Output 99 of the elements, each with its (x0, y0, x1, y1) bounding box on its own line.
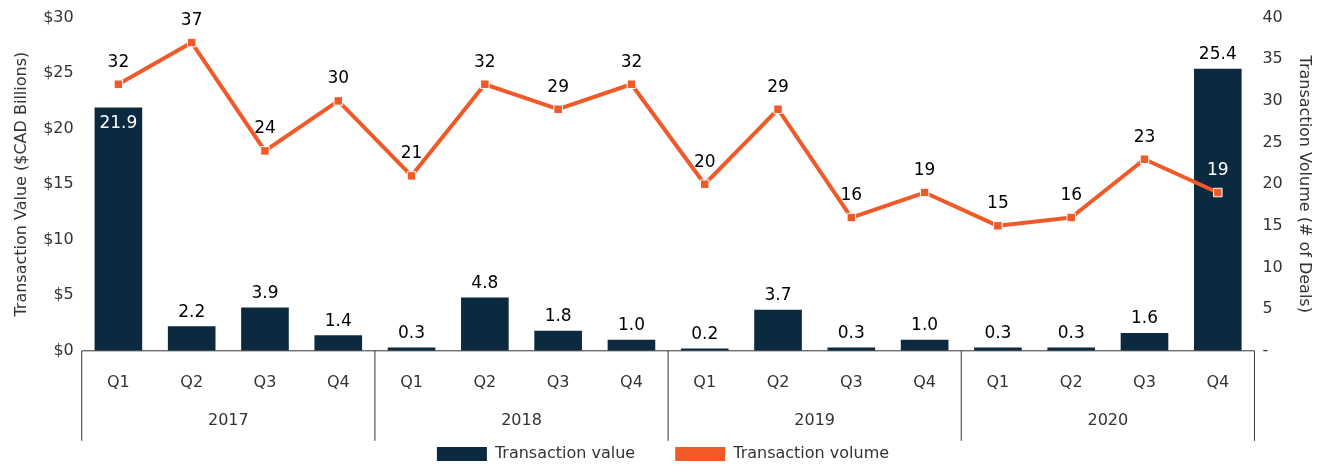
data-label: 0.3 (1057, 321, 1085, 342)
bar (1120, 333, 1169, 351)
text: 2018 (501, 409, 542, 429)
data-label: 3.9 (251, 281, 279, 302)
y-tick-label: $5 (53, 284, 74, 304)
data-label: 21.9 (99, 111, 138, 132)
x-tick-label: Q1 (400, 371, 423, 391)
data-label: 20 (693, 150, 716, 171)
bar (974, 347, 1022, 351)
x-tick-label: Q2 (473, 371, 497, 391)
point (993, 221, 1003, 231)
data-label: 25.4 (1198, 43, 1237, 64)
data-label: 23 (1133, 125, 1156, 146)
x-tick-label: Q4 (326, 371, 350, 391)
y2-axis-title: Transaction Volume (# of Deals) (1296, 54, 1316, 313)
x-tick-label: Q3 (253, 371, 277, 391)
data-label: 0.3 (398, 321, 426, 342)
y2-tick-label: 40 (1262, 6, 1283, 26)
y-tick-label: $15 (43, 173, 74, 193)
data-label: 19 (913, 158, 936, 179)
x-tick-label: Q3 (839, 371, 863, 391)
point (846, 212, 857, 223)
point (773, 104, 783, 114)
y-tick-label: $20 (43, 117, 74, 137)
y2-tick-label: 5 (1262, 298, 1273, 318)
point (553, 104, 563, 114)
data-label: 2.2 (178, 300, 206, 321)
legend-label: Transaction volume (732, 443, 890, 463)
data-label: 32 (474, 50, 496, 71)
data-label: 21 (400, 142, 423, 163)
bar (1193, 68, 1242, 351)
bar (314, 335, 363, 351)
data-label: 4.8 (471, 271, 499, 292)
data-label: 1.0 (617, 314, 645, 335)
y-tick-label: $25 (43, 62, 74, 82)
y2-tick-label: 20 (1262, 173, 1283, 193)
x-tick-label: Q1 (107, 371, 130, 391)
point (919, 187, 930, 198)
point (113, 79, 124, 89)
y-tick-label: $0 (53, 339, 74, 359)
bar (241, 307, 289, 351)
point (699, 179, 710, 189)
point (1213, 187, 1223, 198)
legend-label: Transaction value (493, 443, 636, 463)
bar (534, 330, 582, 351)
point (1139, 154, 1150, 164)
bar (754, 309, 802, 351)
data-label: 0.3 (837, 321, 865, 342)
point (406, 171, 417, 181)
x-tick-label: Q3 (1133, 371, 1156, 391)
point (260, 146, 270, 156)
data-label: 0.2 (691, 323, 719, 343)
data-label: 24 (254, 117, 276, 138)
data-label: 37 (180, 9, 203, 30)
x-tick-label: Q2 (180, 371, 204, 391)
x-tick-label: Q4 (913, 371, 937, 391)
y-axis-title: Transaction Value ($CAD Billions) (10, 51, 30, 318)
data-label: 29 (767, 75, 789, 96)
data-label: 15 (987, 192, 1009, 213)
y-tick-label: $10 (43, 228, 74, 248)
point (1066, 212, 1076, 223)
text: 2019 (794, 409, 836, 429)
bar (94, 107, 143, 351)
y2-tick-label: - (1262, 339, 1269, 359)
y2-tick-label: 10 (1262, 256, 1283, 276)
data-label: 30 (327, 67, 350, 88)
data-label: 32 (620, 50, 643, 71)
bar (1047, 347, 1096, 351)
data-label: 29 (547, 75, 569, 96)
x-tick-label: Q2 (766, 371, 790, 391)
y2-tick-label: 25 (1262, 131, 1283, 151)
x-tick-label: Q3 (546, 371, 570, 391)
y-tick-label: $30 (43, 6, 74, 26)
x-tick-label: Q1 (986, 371, 1010, 391)
x-tick-label: Q1 (693, 371, 717, 391)
y2-tick-label: 15 (1262, 215, 1283, 235)
data-label: 1.6 (1130, 307, 1159, 328)
point (186, 37, 197, 48)
data-label: 19 (1206, 158, 1229, 179)
text: 2020 (1087, 409, 1129, 429)
data-label: 3.7 (764, 284, 792, 305)
data-label: 1.4 (324, 309, 352, 330)
data-label: 1.8 (544, 305, 572, 326)
x-tick-label: Q4 (620, 371, 643, 391)
x-tick-label: Q2 (1059, 371, 1083, 391)
x-tick-label: Q4 (1206, 371, 1230, 391)
point (480, 79, 490, 89)
data-label: 0.3 (984, 321, 1012, 342)
y2-tick-label: 30 (1262, 90, 1283, 110)
data-label: 16 (840, 183, 863, 204)
data-label: 32 (107, 50, 130, 71)
bar (461, 297, 509, 351)
data-label: 1.0 (911, 314, 939, 335)
bar (167, 326, 216, 351)
data-label: 16 (1060, 183, 1083, 204)
text: 2017 (207, 409, 249, 429)
point (333, 96, 344, 106)
point (626, 79, 637, 89)
y2-tick-label: 35 (1262, 48, 1283, 68)
